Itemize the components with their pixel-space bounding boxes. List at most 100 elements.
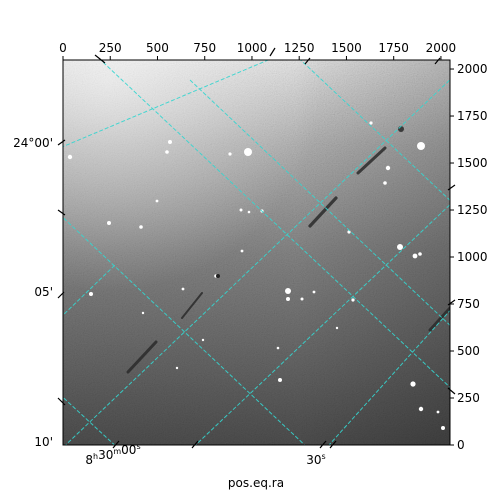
star [312,290,316,294]
grid-line [63,264,116,316]
world-tick-mark [304,57,311,65]
grid-line [64,79,450,445]
right-tick-label: 1750 [457,109,488,123]
star [276,346,280,350]
right-tick-label: 1000 [457,250,488,264]
top-tick-label: 250 [99,41,122,55]
plot-frame [62,59,451,446]
star [418,406,424,412]
top-tick-label: 0 [59,41,67,55]
star [412,253,418,259]
world-tick-mark [57,397,66,406]
grid-line [63,60,270,148]
streak-mark [428,306,450,332]
star [244,148,252,156]
streak-mark [356,146,387,175]
star [141,311,145,315]
grid-line [328,309,450,445]
star [181,287,185,291]
star [410,381,416,387]
top-tick-label: 500 [146,41,169,55]
star [240,249,244,253]
star [168,140,172,144]
star [228,152,232,156]
world-tick-mark [191,440,199,449]
world-tick-mark [57,139,66,146]
dark-spot [216,274,220,278]
world-tick-mark [447,299,456,306]
star [436,410,440,414]
star [278,378,282,382]
star [418,252,422,256]
right-tick-label: 1250 [457,203,488,217]
star [397,244,403,250]
star [369,121,373,125]
star-field [67,121,445,430]
world-tick-mark [112,440,120,449]
top-tick-label: 2000 [426,41,457,55]
star [67,154,73,160]
dec-tick-label: 24°00' [13,136,53,150]
star [347,230,351,234]
top-tick-label: 750 [193,41,216,55]
world-tick-mark [434,57,441,65]
star [385,165,391,171]
grid-line [194,204,450,445]
streak-mark [126,340,158,374]
top-tick-label: 1750 [378,41,409,55]
top-tick-label: 1500 [331,41,362,55]
star [383,181,387,185]
star [165,150,169,154]
world-tick-mark [269,47,276,57]
right-tick-label: 250 [457,391,480,405]
right-tick-label: 1500 [457,156,488,170]
star [139,225,143,229]
star [89,292,93,296]
world-tick-mark [329,440,337,449]
streak-mark [181,292,203,319]
x-axis-label: pos.eq.ra [228,476,284,490]
star [155,199,159,203]
streak-mark [308,196,338,228]
star [417,142,425,150]
star [285,288,291,294]
grid-line [299,60,450,201]
top-pixel-axis: 0 250 500 750 1000 1250 1500 1750 2000 [59,41,457,65]
star [441,426,445,430]
star [300,297,304,301]
star [107,221,111,225]
star [335,326,339,330]
right-tick-label: 0 [457,438,465,452]
grid-line [63,216,306,445]
star [247,210,251,214]
sky-vignette [63,60,450,445]
star [286,297,290,301]
world-tick-mark [57,291,65,299]
grid-line [189,79,450,326]
ra-tick-label: 30s [306,452,325,467]
top-tick-label: 1250 [284,41,315,55]
star [239,208,243,212]
dec-axis: 24°00' 05' 10' [13,136,66,449]
grid-line [63,396,116,445]
ra-axis: 8h30m00s 30s [85,440,337,467]
top-tick-label: 1000 [237,41,268,55]
world-tick-mark [94,54,106,64]
star [175,366,179,370]
dec-tick-label: 05' [34,285,53,299]
right-pixel-axis: 0 250 500 750 1000 1250 1500 1750 2000 [447,62,488,452]
world-tick-mark [447,387,456,395]
coordinate-grid [63,60,450,445]
dec-tick-label: 10' [34,435,53,449]
ra-tick-label: 8h30m00s [85,442,140,467]
right-tick-label: 500 [457,344,480,358]
star [351,298,355,302]
right-tick-label: 2000 [457,62,488,76]
right-tick-label: 750 [457,297,480,311]
star [201,338,205,342]
world-tick-mark [447,184,456,191]
satellite-streaks [126,146,450,374]
image-plot-area [63,60,450,445]
world-tick-mark [57,209,66,216]
